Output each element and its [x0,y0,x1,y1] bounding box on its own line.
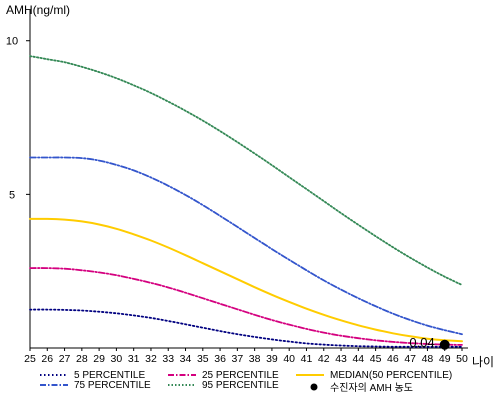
x-tick-label: 30 [111,353,123,365]
patient-amh-point [439,339,450,350]
x-tick-label: 28 [76,353,88,365]
x-tick-label: 45 [370,353,382,365]
x-tick-label: 41 [301,353,313,365]
x-tick-label: 25 [24,353,36,365]
x-axis-label: 나이 [472,355,494,369]
x-tick-label: 44 [352,353,364,365]
legend-label: MEDIAN(50 PERCENTILE) [330,370,452,381]
x-tick-label: 48 [422,353,434,365]
x-tick-label: 26 [41,353,53,365]
chart-axes: AMH(ng/ml) 나이 5 10 25 26 27 28 29 30 31 32 33 34 35 36 3… [6,3,494,369]
y-tick-label: 5 [9,189,15,201]
legend-label: 25 PERCENTILE [202,370,279,381]
x-tick-label: 34 [180,353,192,365]
x-tick-label: 33 [162,353,174,365]
chart-series [29,55,463,348]
x-tick-label: 40 [283,353,295,365]
chart-marker-group: 0.04 [409,335,450,350]
x-tick-label: 46 [387,353,399,365]
x-tick-label: 29 [93,353,105,365]
series-line-25-percentile [29,267,463,346]
x-tick-label: 31 [128,353,140,365]
x-tick-label: 47 [404,353,416,365]
x-tick-label: 27 [59,353,71,365]
x-tick-label: 42 [318,353,330,365]
x-tick-label: 32 [145,353,157,365]
x-tick-label: 37 [232,353,244,365]
series-line-median-50-percentile [29,217,463,343]
x-tick-label: 38 [249,353,261,365]
x-tick-label: 36 [214,353,226,365]
x-tick-label: 43 [335,353,347,365]
y-axis-label: AMH(ng/ml) [6,3,70,17]
y-tick-label: 10 [6,36,18,48]
x-tick-label: 39 [266,353,278,365]
x-tick-label: 49 [439,353,451,365]
x-tick-label: 50 [456,353,468,365]
legend-label: 75 PERCENTILE [74,380,151,391]
patient-amh-value-label: 0.04 [409,335,434,350]
legend-label: 95 PERCENTILE [202,380,279,391]
legend-marker-swatch [310,383,318,391]
series-line-5-percentile [29,308,463,348]
series-line-95-percentile [29,55,463,286]
series-line-75-percentile [29,156,463,336]
x-tick-label: 35 [197,353,209,365]
legend-marker-label: 수진자의 AMH 농도 [330,382,413,394]
legend-label: 5 PERCENTILE [74,370,145,381]
